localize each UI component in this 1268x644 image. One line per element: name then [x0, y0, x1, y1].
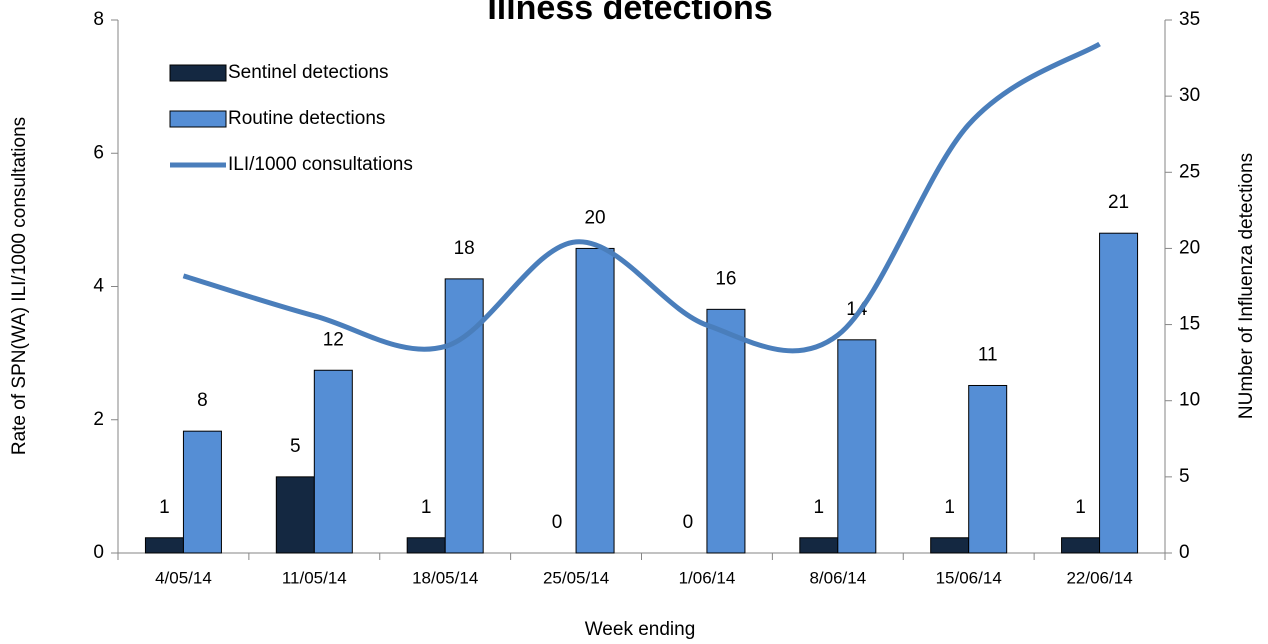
- bar: [313, 369, 353, 554]
- y-axis-label: Rate of SPN(WA) ILI/1000 consultations: [9, 117, 30, 455]
- bar: [275, 476, 315, 554]
- data-label: 11: [978, 345, 998, 366]
- bar: [1061, 537, 1101, 554]
- y2-tick-label: 30: [1179, 85, 1200, 106]
- x-tick-label: 4/05/14: [155, 568, 212, 587]
- y2-tick-label: 5: [1179, 466, 1190, 487]
- data-label: 1: [814, 497, 825, 518]
- bar: [930, 537, 970, 554]
- x-tick-label: 1/06/14: [679, 568, 736, 587]
- bar: [968, 384, 1008, 554]
- y-tick-label: 4: [93, 276, 104, 297]
- y-tick-label: 8: [93, 9, 104, 30]
- bar: [144, 537, 184, 554]
- bar: [444, 278, 484, 554]
- bar: [799, 537, 839, 554]
- data-label: 1: [944, 497, 955, 518]
- y-tick-label: 2: [93, 409, 104, 430]
- data-label: 0: [683, 512, 694, 533]
- data-label: 8: [197, 390, 208, 411]
- y2-axis-label: NUmber of Influenza detections: [1236, 153, 1257, 419]
- y2-tick-label: 10: [1179, 390, 1200, 411]
- bar: [706, 308, 746, 554]
- bar: [182, 430, 222, 554]
- x-tick-label: 18/05/14: [412, 568, 478, 587]
- data-label: 5: [290, 436, 301, 457]
- y2-tick-label: 20: [1179, 237, 1200, 258]
- data-label: 1: [1075, 497, 1086, 518]
- y2-tick-label: 25: [1179, 161, 1200, 182]
- legend-label: Routine detections: [228, 108, 385, 129]
- line: [182, 41, 1101, 354]
- data-label: 0: [552, 512, 563, 533]
- legend-label: ILI/1000 consultations: [228, 154, 413, 175]
- x-axis-label: Week ending: [585, 619, 696, 640]
- data-label: 12: [323, 329, 344, 350]
- x-tick-label: 11/05/14: [282, 568, 347, 587]
- bar: [1099, 232, 1139, 554]
- data-label: 1: [159, 497, 170, 518]
- legend-key: [169, 64, 227, 82]
- x-tick-label: 25/05/14: [543, 568, 609, 587]
- bar: [406, 537, 446, 554]
- data-label: 20: [584, 207, 605, 228]
- bar: [575, 247, 615, 554]
- y-tick-label: 0: [93, 542, 104, 563]
- y2-tick-label: 0: [1179, 542, 1190, 563]
- y2-tick-label: 35: [1179, 9, 1200, 30]
- data-label: 1: [421, 497, 432, 518]
- x-tick-label: 22/06/14: [1066, 568, 1132, 587]
- x-tick-label: 15/06/14: [936, 568, 1002, 587]
- y2-tick-label: 15: [1179, 314, 1200, 335]
- legend-label: Sentinel detections: [228, 62, 389, 83]
- bar: [837, 339, 877, 554]
- x-tick-label: 8/06/14: [809, 568, 866, 587]
- data-label: 16: [715, 268, 736, 289]
- data-label: 18: [454, 238, 475, 259]
- y-tick-label: 6: [93, 142, 104, 163]
- legend-key: [169, 110, 227, 128]
- chart-title: Illness detections: [487, 0, 772, 27]
- data-label: 21: [1108, 192, 1129, 213]
